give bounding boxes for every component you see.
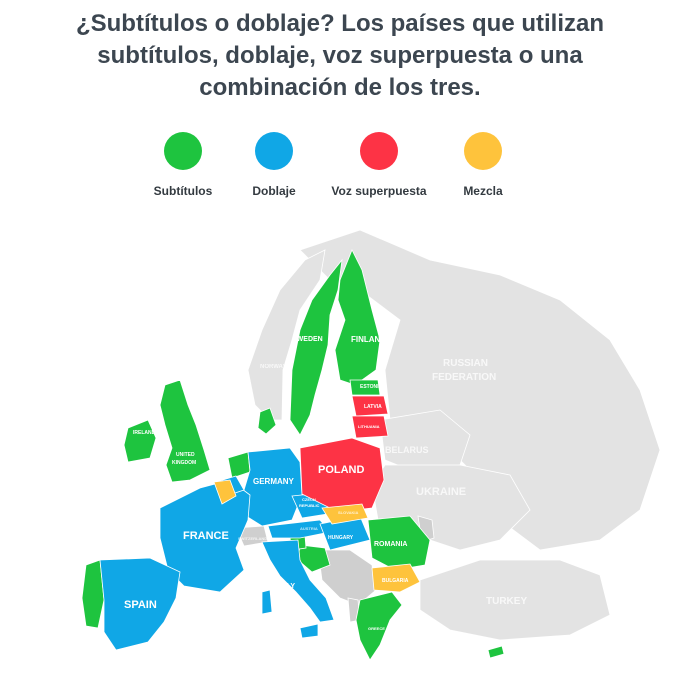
legend-item-subtitulos: Subtítulos xyxy=(118,132,248,198)
label-russia-line-1: RUSSIAN xyxy=(443,358,488,369)
legend: Subtítulos Doblaje Voz superpuesta Mezcl… xyxy=(0,132,678,212)
legend-label-mezcla: Mezcla xyxy=(463,184,503,198)
legend-swatch-doblaje xyxy=(255,132,293,170)
label-hungary: HUNGARY xyxy=(328,535,354,541)
label-finland: FINLAND xyxy=(351,335,386,344)
label-slovakia: SLOVAKIA xyxy=(338,510,358,515)
region-balkans xyxy=(317,549,377,606)
region-sardinia xyxy=(261,589,273,615)
label-spain: SPAIN xyxy=(124,599,157,611)
label-austria: AUSTRIA xyxy=(300,526,318,531)
label-ireland: IRELAND xyxy=(133,430,156,436)
label-latvia: LATVIA xyxy=(364,404,382,410)
map-title: ¿Subtítulos o doblaje? Los países que ut… xyxy=(40,8,640,104)
region-greece xyxy=(355,591,403,661)
region-ireland xyxy=(123,419,157,463)
label-romania: ROMANIA xyxy=(374,541,407,548)
legend-swatch-subtitulos xyxy=(164,132,202,170)
region-netherlands xyxy=(227,451,251,479)
region-slovakia xyxy=(321,503,369,525)
label-sweden: SWEDEN xyxy=(292,336,323,343)
region-luxembourg-area xyxy=(213,479,237,505)
legend-item-doblaje: Doblaje xyxy=(209,132,339,198)
region-russia xyxy=(299,229,661,551)
region-austria xyxy=(267,519,331,539)
label-uk-line-2: KINGDOM xyxy=(172,460,196,466)
title-line-2: subtítulos, doblaje, voz superpuesta o u… xyxy=(97,42,583,69)
label-bulgaria: BULGARIA xyxy=(382,578,409,584)
label-belarus: BELARUS xyxy=(385,445,429,455)
legend-swatch-voz-superpuesta xyxy=(360,132,398,170)
label-france: FRANCE xyxy=(183,530,229,542)
label-czech-line-2: REPUBLIC xyxy=(299,503,320,508)
legend-swatch-mezcla xyxy=(464,132,502,170)
region-estonia xyxy=(349,379,381,396)
legend-label-voz-superpuesta: Voz superpuesta xyxy=(331,184,427,198)
europe-map: SWEDEN FINLAND NORWAY RUSSIAN FEDERATION… xyxy=(81,229,661,661)
legend-label-doblaje: Doblaje xyxy=(252,184,296,198)
title-line-3: combinación de los tres. xyxy=(199,74,481,101)
label-turkey: TURKEY xyxy=(486,596,527,607)
region-sweden xyxy=(289,258,343,436)
title-line-1: ¿Subtítulos o doblaje? Los países que ut… xyxy=(75,10,605,37)
region-turkey xyxy=(419,559,611,641)
label-uk-line-1: UNITED xyxy=(176,452,195,458)
label-czech-line-1: CZECH xyxy=(302,497,316,502)
legend-item-voz-superpuesta: Voz superpuesta xyxy=(314,132,444,198)
label-lithuania: LITHUANIA xyxy=(358,424,380,429)
region-spain xyxy=(99,557,181,651)
region-latvia xyxy=(351,395,389,417)
region-sicily xyxy=(299,623,319,639)
region-poland xyxy=(299,437,385,513)
region-finland xyxy=(334,249,381,386)
label-norway: NORWAY xyxy=(260,364,286,370)
region-bulgaria xyxy=(371,563,421,593)
region-denmark xyxy=(257,407,277,435)
label-estonia: ESTONIA xyxy=(360,384,383,390)
label-russia-line-2: FEDERATION xyxy=(432,372,496,383)
label-ukraine: UKRAINE xyxy=(416,486,466,498)
legend-label-subtitulos: Subtítulos xyxy=(153,184,213,198)
label-germany: GERMANY xyxy=(253,477,295,486)
region-cyprus xyxy=(487,645,505,659)
label-poland: POLAND xyxy=(318,464,365,476)
region-lithuania xyxy=(351,415,389,439)
label-greece: GREECE xyxy=(368,626,385,631)
region-romania xyxy=(367,515,431,571)
label-italy: ITALY xyxy=(276,583,295,590)
label-switzerland: SWITZERLAND xyxy=(238,536,267,541)
region-italy xyxy=(261,539,335,623)
legend-item-mezcla: Mezcla xyxy=(418,132,548,198)
region-germany xyxy=(243,447,303,527)
region-uk xyxy=(159,379,211,483)
